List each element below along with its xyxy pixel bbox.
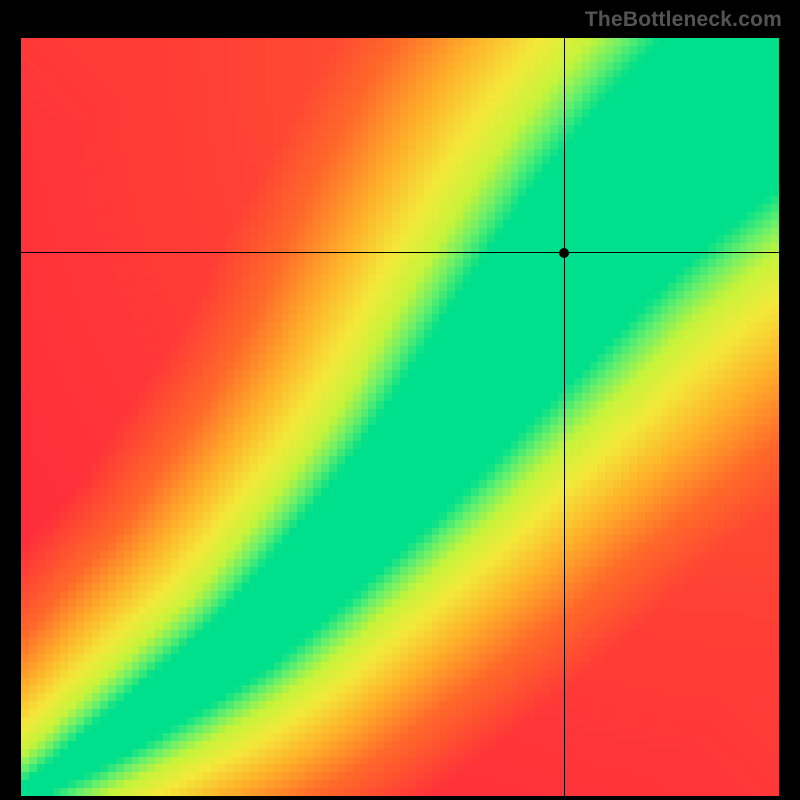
crosshair-horizontal: [21, 252, 779, 254]
watermark-text: TheBottleneck.com: [585, 8, 782, 32]
crosshair-vertical: [564, 38, 566, 796]
heatmap-plot: [21, 38, 779, 796]
crosshair-marker: [559, 248, 569, 258]
